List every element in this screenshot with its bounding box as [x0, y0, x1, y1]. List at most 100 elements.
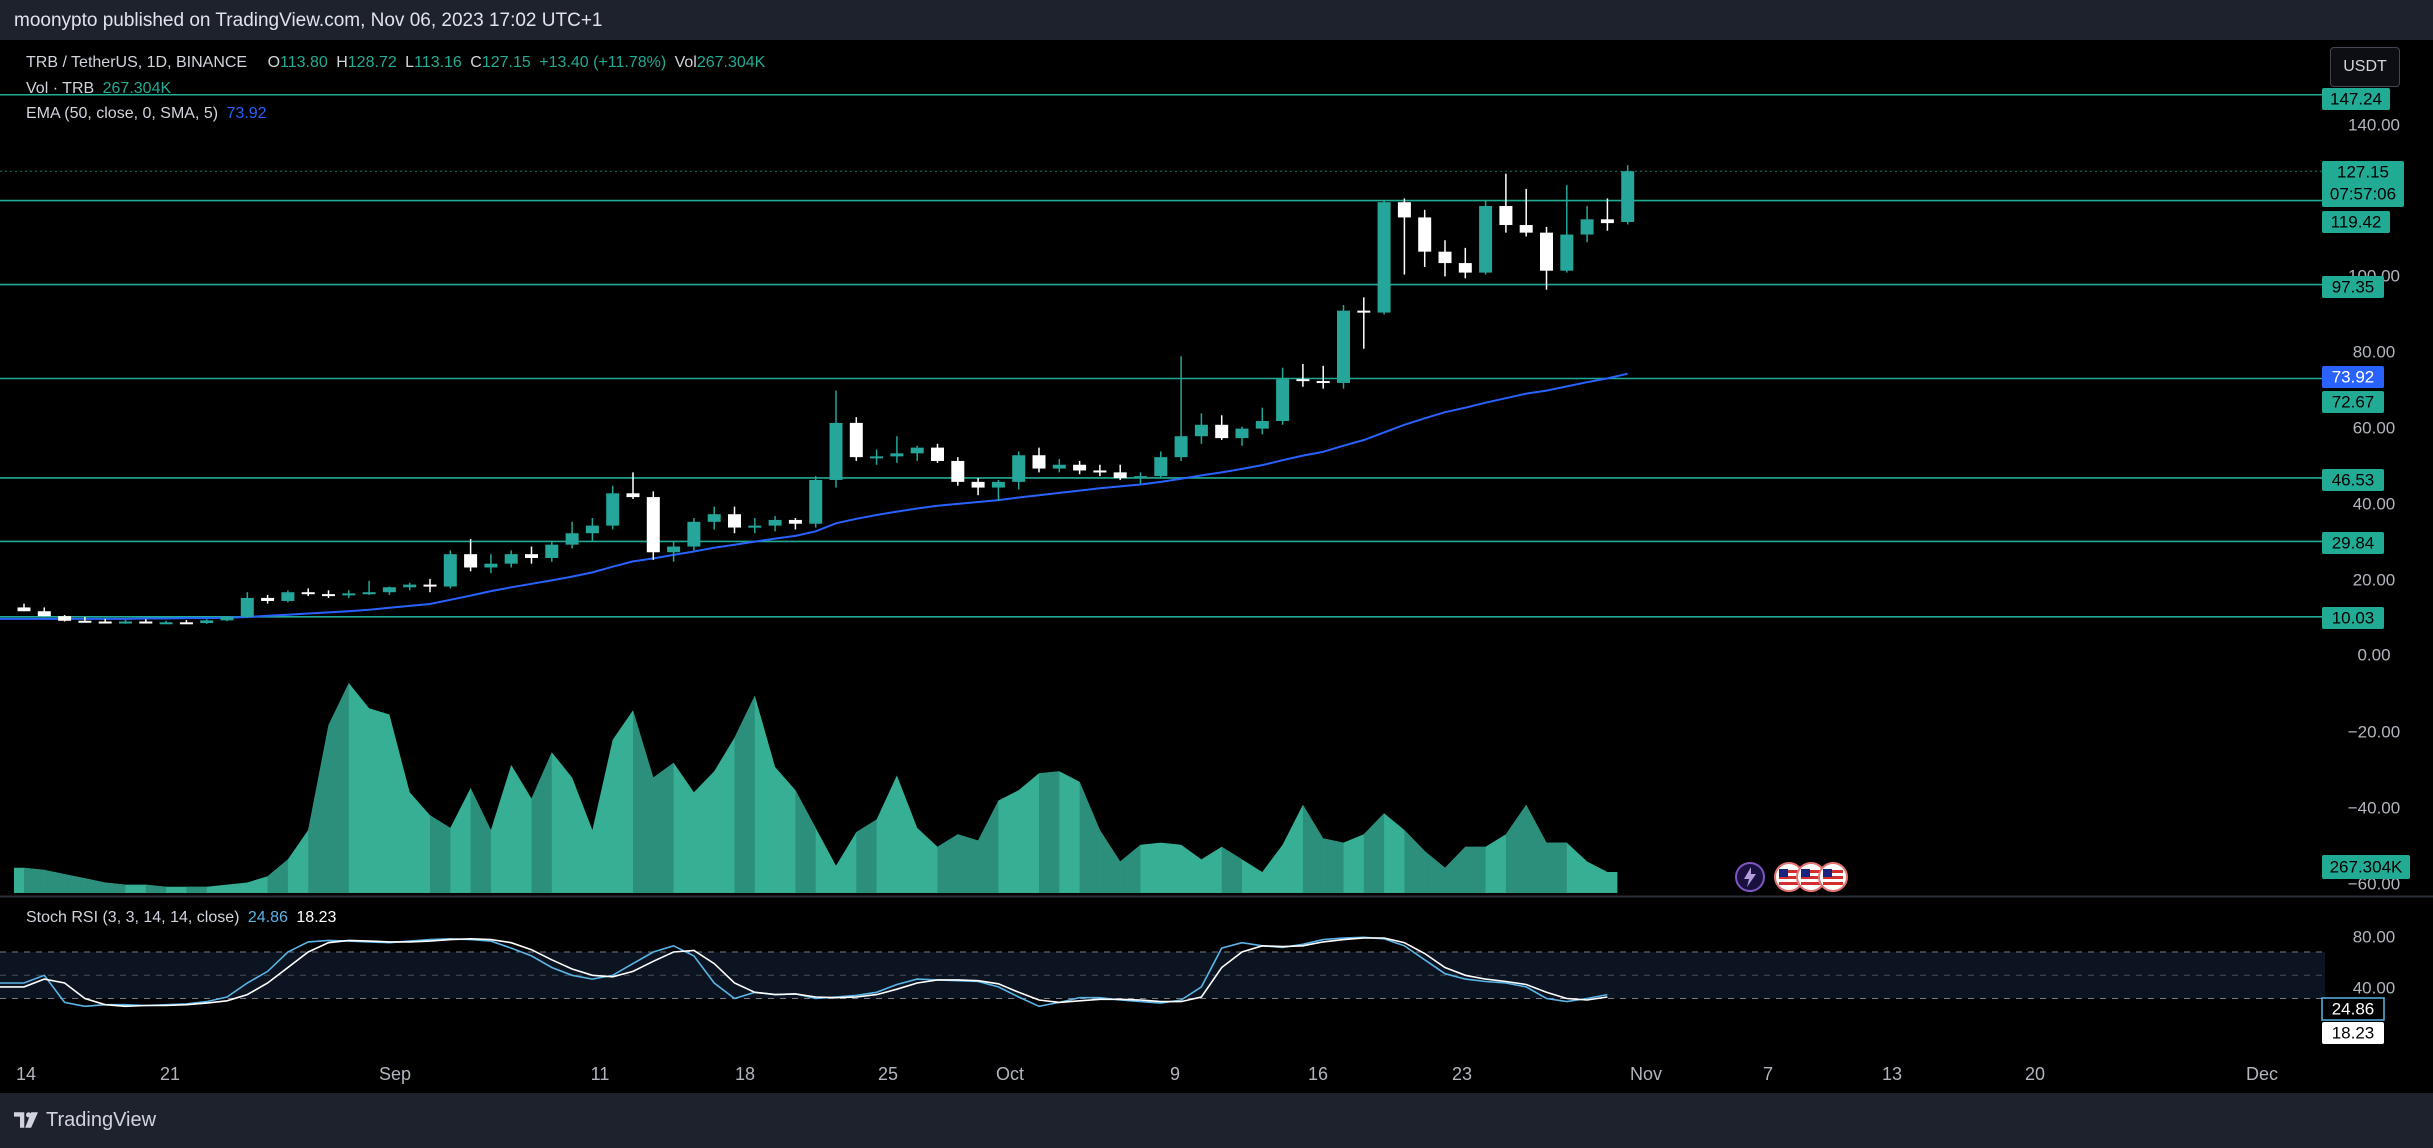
candle-body[interactable] [484, 563, 498, 568]
candle-body[interactable] [58, 616, 72, 621]
candle-body[interactable] [261, 597, 275, 601]
candle-body[interactable] [382, 587, 396, 593]
candle-body[interactable] [1052, 464, 1066, 469]
candle-body[interactable] [525, 554, 538, 558]
candle-body[interactable] [37, 611, 51, 617]
stoch-d-line[interactable] [0, 937, 1608, 1008]
chart-area[interactable]: 140.00100.0080.0060.0040.0020.000.00−20.… [0, 40, 2433, 1093]
candle-body[interactable] [1621, 171, 1635, 222]
candle-body[interactable] [1418, 217, 1432, 252]
candle-body[interactable] [829, 422, 843, 480]
candle-body[interactable] [1519, 225, 1533, 233]
candle-body[interactable] [606, 493, 620, 526]
candle-body[interactable] [1296, 379, 1310, 382]
currency-button[interactable]: USDT [2330, 47, 2400, 87]
candle-body[interactable] [991, 481, 1005, 488]
candle-body[interactable] [1194, 424, 1208, 437]
candle-body[interactable] [362, 592, 376, 595]
candle-body[interactable] [1174, 436, 1188, 458]
candle-body[interactable] [1600, 219, 1614, 224]
candle-body[interactable] [281, 592, 295, 601]
candle-body[interactable] [1337, 310, 1350, 383]
candle-body[interactable] [1276, 379, 1290, 421]
candle-body[interactable] [1073, 464, 1087, 471]
candle-body[interactable] [545, 544, 559, 558]
candle-body[interactable] [890, 453, 904, 457]
candle-body[interactable] [17, 607, 31, 612]
candle-body[interactable] [322, 594, 335, 597]
candle-body[interactable] [728, 514, 741, 528]
candle-body[interactable] [464, 554, 478, 568]
candle-body[interactable] [870, 456, 884, 459]
candle-body[interactable] [119, 621, 132, 624]
candle-body[interactable] [443, 554, 457, 587]
candle-body[interactable] [78, 620, 92, 623]
candle-body[interactable] [240, 597, 254, 617]
symbol-title[interactable]: TRB / TetherUS, 1D, BINANCE [26, 54, 248, 71]
candle-body[interactable] [951, 460, 965, 482]
tradingview-logo[interactable]: TradingView [14, 1108, 156, 1132]
candle-body[interactable] [1113, 472, 1127, 479]
candle-body[interactable] [1032, 455, 1046, 469]
candle-body[interactable] [667, 546, 681, 553]
candle-body[interactable] [646, 497, 660, 553]
candle-body[interactable] [585, 525, 599, 534]
candle-body[interactable] [1560, 234, 1574, 271]
time-axis-label: Dec [2246, 1064, 2278, 1084]
volume-legend-value: 267.304K [102, 80, 172, 97]
candle-body[interactable] [910, 447, 924, 454]
candle-body[interactable] [1438, 251, 1452, 264]
candle-body[interactable] [159, 622, 173, 625]
candle-body[interactable] [1154, 457, 1168, 477]
candle-body[interactable] [1316, 381, 1330, 384]
volume-down-segment [856, 819, 877, 893]
candle-body[interactable] [342, 593, 356, 596]
candle-body[interactable] [971, 481, 985, 488]
candle-body[interactable] [931, 447, 944, 461]
candle-body[interactable] [1093, 470, 1107, 473]
candle-body[interactable] [1134, 476, 1147, 479]
candle-body[interactable] [748, 525, 762, 528]
candle-body[interactable] [423, 584, 437, 587]
candle-body[interactable] [1215, 424, 1229, 439]
horizontal-levels[interactable] [0, 93, 2325, 618]
us-flag-icon[interactable] [1818, 862, 1848, 892]
candle-body[interactable] [1235, 428, 1249, 439]
candle-body[interactable] [1580, 219, 1594, 235]
candle-body[interactable] [504, 554, 518, 564]
stoch-rsi-lines[interactable] [0, 936, 1608, 1008]
candle-body[interactable] [98, 621, 112, 624]
candle-body[interactable] [179, 622, 193, 625]
candle-body[interactable] [139, 621, 153, 624]
candle-body[interactable] [1397, 202, 1411, 218]
candles[interactable] [17, 165, 1635, 625]
low-key: L [405, 54, 415, 71]
candle-body[interactable] [403, 584, 417, 588]
candle-body[interactable] [1499, 206, 1513, 226]
candle-body[interactable] [1458, 263, 1472, 273]
candle-body[interactable] [1540, 232, 1553, 271]
ema-line[interactable] [0, 372, 1628, 620]
candle-body[interactable] [809, 479, 823, 524]
candle-body[interactable] [301, 592, 315, 595]
volume-legend[interactable]: Vol · TRB 267.304K [26, 80, 175, 98]
volume-down-segment [1120, 844, 1141, 893]
candle-body[interactable] [565, 533, 579, 545]
candle-body[interactable] [1357, 310, 1371, 313]
candle-body[interactable] [1255, 420, 1269, 429]
ema-legend[interactable]: EMA (50, close, 0, SMA, 5) 73.92 [26, 105, 271, 123]
candle-body[interactable] [1479, 206, 1493, 273]
candle-body[interactable] [200, 620, 214, 624]
candle-body[interactable] [849, 422, 863, 458]
candle-body[interactable] [788, 519, 802, 524]
candle-body[interactable] [626, 493, 640, 498]
candle-body[interactable] [1012, 455, 1026, 482]
candle-body[interactable] [220, 616, 234, 621]
stoch-legend[interactable]: Stoch RSI (3, 3, 14, 14, close) 24.86 18… [26, 909, 340, 927]
ema-50-line[interactable] [0, 372, 1628, 620]
candle-body[interactable] [707, 514, 721, 522]
candle-body[interactable] [1377, 202, 1391, 313]
lightning-icon[interactable] [1735, 862, 1765, 892]
candle-body[interactable] [687, 521, 701, 547]
candle-body[interactable] [768, 519, 782, 526]
